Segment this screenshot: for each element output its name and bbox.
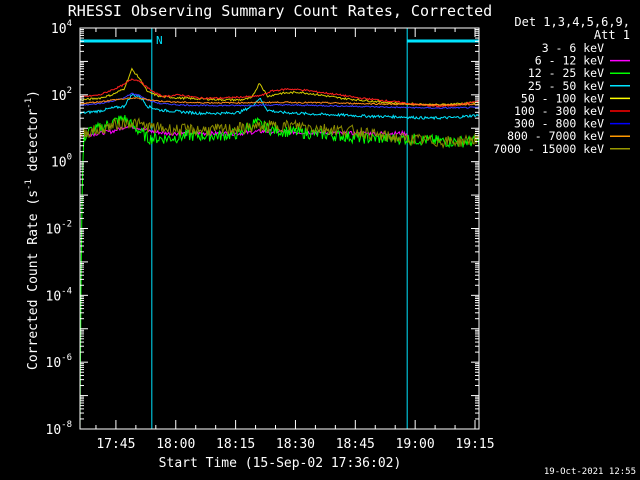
- y-label-exp2: -1: [24, 98, 34, 109]
- y-tick-label-5: 10-6: [46, 353, 73, 371]
- y-label-part-a: Corrected Count Rate (s: [26, 190, 41, 370]
- series-line-8: [79, 117, 480, 149]
- series-lines: [79, 67, 480, 430]
- x-axis-label: Start Time (15-Sep-02 17:36:02): [159, 456, 402, 471]
- legend-label-4: 50 - 100 keV: [521, 91, 604, 105]
- y-label-part-c: ): [26, 90, 41, 98]
- y-tick-label-0: 104: [51, 19, 72, 37]
- x-tick-label-2: 18:15: [216, 437, 255, 452]
- legend-label-5: 100 - 300 keV: [514, 104, 604, 118]
- x-tick-label-5: 19:00: [396, 437, 435, 452]
- legend-label-1: 6 - 12 keV: [535, 54, 604, 68]
- y-tick-label-6: 10-8: [46, 420, 73, 438]
- x-axis: 17:45 18:00 18:15 18:30 18:45 19:00 19:15: [95, 28, 495, 452]
- y-label-part-b: detector: [26, 109, 41, 180]
- legend-label-8: 7000 - 15000 keV: [493, 142, 604, 156]
- night-label: N: [156, 34, 163, 47]
- y-label-exp1: -1: [24, 179, 34, 190]
- y-tick-label-1: 102: [51, 86, 72, 104]
- series-line-5: [79, 78, 480, 108]
- legend-label-0: 3 - 6 keV: [542, 41, 604, 55]
- legend-label-6: 300 - 800 keV: [514, 117, 604, 131]
- legend-label-3: 25 - 50 keV: [528, 79, 604, 93]
- series-line-2: [79, 115, 480, 430]
- timestamp: 19-Oct-2021 12:55: [544, 467, 636, 477]
- x-tick-label-1: 18:00: [156, 437, 195, 452]
- x-tick-label-3: 18:30: [276, 437, 315, 452]
- y-tick-label-2: 100: [51, 153, 72, 171]
- y-tick-label-3: 10-2: [46, 220, 73, 238]
- y-axis: 104 102 100 10-2 10-4 10-6 10-8: [46, 19, 479, 438]
- x-tick-label-0: 17:45: [96, 437, 135, 452]
- series-line-3: [79, 93, 480, 121]
- chart-title: RHESSI Observing Summary Count Rates, Co…: [68, 2, 492, 20]
- legend-label-7: 800 - 7000 keV: [507, 129, 604, 143]
- legend-label-2: 12 - 25 keV: [528, 66, 604, 80]
- x-tick-label-4: 18:45: [336, 437, 375, 452]
- series-line-7: [79, 97, 480, 106]
- detector-info-line1: Det 1,3,4,5,6,9,: [514, 15, 630, 29]
- x-tick-label-6: 19:15: [455, 437, 494, 452]
- y-tick-label-4: 10-4: [46, 286, 73, 304]
- y-axis-label: Corrected Count Rate (s-1 detector-1): [24, 90, 41, 370]
- detector-info-line2: Att 1: [594, 28, 630, 42]
